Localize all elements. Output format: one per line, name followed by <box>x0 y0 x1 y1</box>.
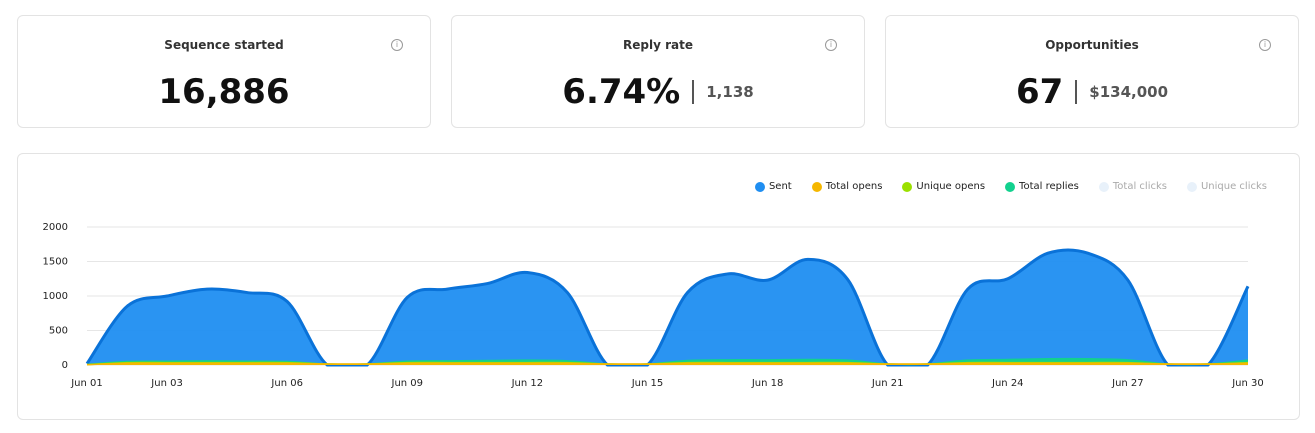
area-line <box>85 248 1250 367</box>
legend-item[interactable]: Total replies <box>1005 181 1079 192</box>
x-tick-label: Jun 03 <box>150 378 183 389</box>
x-tick-label: Jun 15 <box>631 378 664 389</box>
area <box>87 249 1248 365</box>
chart-card <box>17 153 1300 420</box>
x-tick-label: Jun 30 <box>1231 378 1264 389</box>
separator <box>1075 80 1078 104</box>
separator <box>692 80 695 104</box>
card-value: 16,886 <box>158 72 290 112</box>
info-icon[interactable]: i <box>1259 39 1271 51</box>
x-tick-label: Jun 06 <box>270 378 303 389</box>
info-icon[interactable]: i <box>825 39 837 51</box>
card-value-row: 6.74% 1,138 <box>452 72 864 112</box>
legend-item[interactable]: Total clicks <box>1098 181 1167 192</box>
y-tick-label: 500 <box>49 326 68 337</box>
legend-item[interactable]: Sent <box>754 181 792 192</box>
legend-swatch <box>1005 181 1016 192</box>
legend-swatch <box>754 181 765 192</box>
info-icon[interactable]: i <box>391 39 403 51</box>
y-tick-label: 2000 <box>43 222 68 233</box>
area-line <box>86 357 1249 366</box>
card-value: 6.74% <box>562 72 681 112</box>
legend-label: Total opens <box>825 181 883 192</box>
x-tick-label: Jun 18 <box>751 378 784 389</box>
y-tick-label: 1000 <box>43 291 68 302</box>
card-title: Reply rate <box>623 38 693 52</box>
legend-swatch <box>1098 181 1109 192</box>
legend-swatch <box>902 181 913 192</box>
legend-swatch <box>1186 181 1197 192</box>
y-tick-label: 0 <box>62 360 68 371</box>
area-line <box>86 362 1249 366</box>
legend-swatch <box>811 181 822 192</box>
legend-item[interactable]: Unique opens <box>902 181 985 192</box>
legend: Sent Total opens Unique opens Total replies… <box>754 181 1267 192</box>
legend-item[interactable]: Unique clicks <box>1186 181 1267 192</box>
card-value-row: 16,886 <box>18 72 430 112</box>
kpi-card: Sequence started i 16,886 <box>17 15 431 128</box>
legend-item[interactable]: Total opens <box>811 181 883 192</box>
card-title: Opportunities <box>1045 38 1139 52</box>
x-tick-label: Jun 24 <box>991 378 1024 389</box>
card-secondary: 1,138 <box>706 83 754 101</box>
x-tick-label: Jun 01 <box>70 378 103 389</box>
kpi-card: Reply rate i 6.74% 1,138 <box>451 15 865 128</box>
x-tick-label: Jun 12 <box>511 378 544 389</box>
y-tick-label: 1500 <box>43 257 68 268</box>
card-title: Sequence started <box>164 38 284 52</box>
x-tick-label: Jun 21 <box>871 378 904 389</box>
legend-label: Unique opens <box>916 181 986 192</box>
legend-label: Sent <box>768 181 792 192</box>
x-tick-label: Jun 27 <box>1111 378 1144 389</box>
card-value: 67 <box>1015 72 1064 112</box>
card-secondary: $134,000 <box>1089 83 1169 101</box>
x-tick-label: Jun 09 <box>391 378 424 389</box>
kpi-card: Opportunities i 67 $134,000 <box>885 15 1299 128</box>
legend-label: Total clicks <box>1112 181 1167 192</box>
legend-label: Unique clicks <box>1200 181 1267 192</box>
legend-label: Total replies <box>1019 181 1079 192</box>
card-value-row: 67 $134,000 <box>886 72 1298 112</box>
